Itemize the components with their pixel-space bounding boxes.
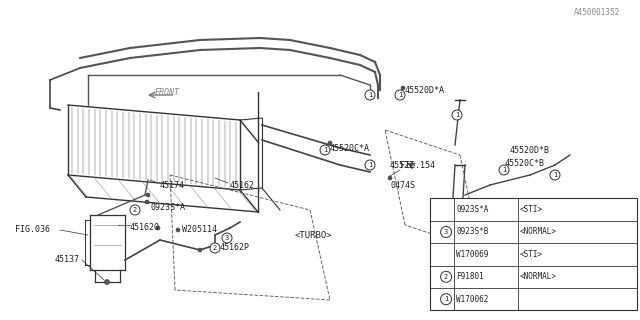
Circle shape bbox=[388, 176, 392, 180]
Circle shape bbox=[198, 248, 202, 252]
Text: 0923S*A: 0923S*A bbox=[456, 205, 488, 214]
Text: FIG.154: FIG.154 bbox=[400, 161, 435, 170]
Circle shape bbox=[145, 200, 149, 204]
Text: <STI>: <STI> bbox=[520, 250, 543, 259]
Text: A450001352: A450001352 bbox=[573, 7, 620, 17]
Circle shape bbox=[104, 279, 109, 284]
Text: <NORMAL>: <NORMAL> bbox=[520, 228, 557, 236]
Circle shape bbox=[146, 193, 150, 197]
Text: 0923S*B: 0923S*B bbox=[456, 228, 488, 236]
Circle shape bbox=[440, 271, 452, 282]
Text: 1: 1 bbox=[368, 92, 372, 98]
Text: 3: 3 bbox=[225, 235, 229, 241]
Circle shape bbox=[365, 160, 375, 170]
Circle shape bbox=[440, 294, 452, 305]
Text: 1: 1 bbox=[530, 212, 534, 218]
Circle shape bbox=[210, 243, 220, 253]
Circle shape bbox=[156, 226, 160, 230]
Text: 451620: 451620 bbox=[130, 222, 160, 231]
Text: 2: 2 bbox=[133, 207, 137, 213]
Text: 45174: 45174 bbox=[160, 180, 185, 189]
Text: <STI>: <STI> bbox=[520, 205, 543, 214]
Text: 1: 1 bbox=[368, 162, 372, 168]
Circle shape bbox=[176, 228, 180, 232]
Text: 0923S*A: 0923S*A bbox=[150, 204, 185, 212]
Circle shape bbox=[320, 145, 330, 155]
Circle shape bbox=[365, 90, 375, 100]
Circle shape bbox=[222, 233, 232, 243]
Text: W170069: W170069 bbox=[456, 250, 488, 259]
Circle shape bbox=[550, 170, 560, 180]
Text: 1: 1 bbox=[455, 112, 459, 118]
Text: FIG.036: FIG.036 bbox=[15, 226, 50, 235]
Circle shape bbox=[499, 165, 509, 175]
Text: 1: 1 bbox=[398, 92, 402, 98]
Circle shape bbox=[328, 141, 332, 145]
Text: 0474S: 0474S bbox=[390, 180, 415, 189]
Circle shape bbox=[401, 86, 405, 90]
Text: W170062: W170062 bbox=[456, 295, 488, 304]
Circle shape bbox=[527, 210, 537, 220]
Text: 1: 1 bbox=[444, 296, 448, 302]
Circle shape bbox=[367, 92, 372, 98]
Text: 45162P: 45162P bbox=[220, 244, 250, 252]
Bar bbox=[430, 198, 637, 310]
Circle shape bbox=[452, 110, 462, 120]
Text: 45520D*A: 45520D*A bbox=[405, 85, 445, 94]
Text: 45520C*B: 45520C*B bbox=[505, 158, 545, 167]
Text: 45162: 45162 bbox=[230, 180, 255, 189]
Circle shape bbox=[395, 90, 405, 100]
Text: 1: 1 bbox=[502, 167, 506, 173]
Circle shape bbox=[440, 227, 452, 237]
Text: 2: 2 bbox=[213, 245, 217, 251]
Text: 45522: 45522 bbox=[390, 161, 415, 170]
Text: 1: 1 bbox=[553, 172, 557, 178]
Text: FRONT: FRONT bbox=[155, 87, 180, 97]
Text: <TURBO>: <TURBO> bbox=[295, 230, 333, 239]
Text: 1: 1 bbox=[323, 147, 327, 153]
Text: W205114: W205114 bbox=[182, 226, 217, 235]
Text: <NORMAL>: <NORMAL> bbox=[520, 272, 557, 281]
Text: 3: 3 bbox=[444, 229, 448, 235]
Text: 45137: 45137 bbox=[55, 255, 80, 265]
Text: F91801: F91801 bbox=[456, 272, 484, 281]
Circle shape bbox=[130, 205, 140, 215]
Text: 45520C*A: 45520C*A bbox=[330, 143, 370, 153]
Text: 45520D*B: 45520D*B bbox=[510, 146, 550, 155]
Text: 2: 2 bbox=[444, 274, 448, 280]
